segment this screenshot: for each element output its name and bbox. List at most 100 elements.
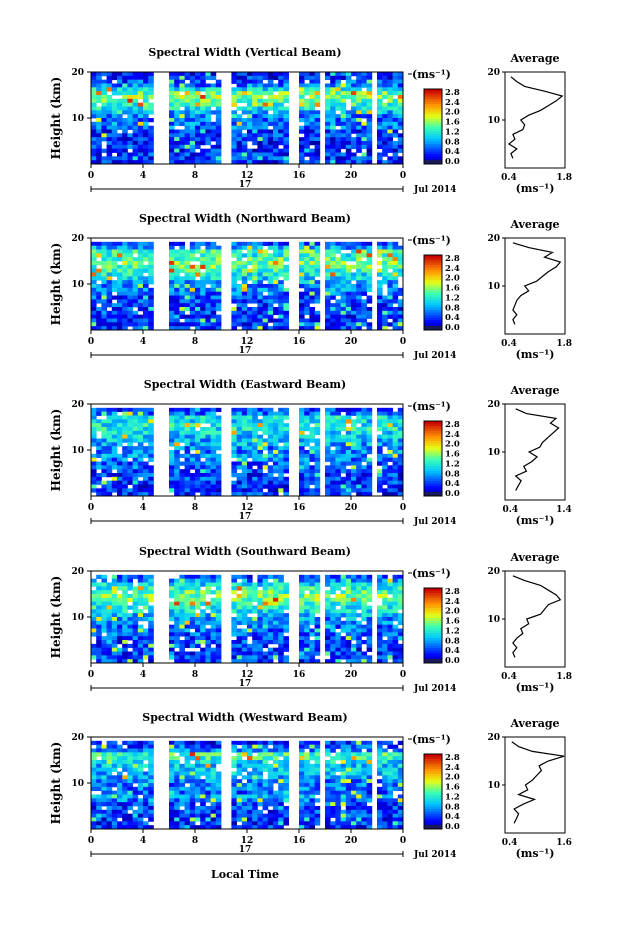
heatmap-cell — [351, 469, 357, 474]
heatmap-cell — [361, 423, 367, 428]
chart-panel-1: Spectral Width (Vertical Beam)1020Height… — [49, 46, 572, 195]
heatmap-cell — [132, 438, 139, 443]
heatmap-cell — [387, 133, 393, 138]
heatmap-cell — [241, 160, 248, 165]
heatmap-cell — [382, 597, 388, 603]
heatmap-cell — [314, 450, 321, 455]
heatmap-cell — [117, 469, 123, 474]
heatmap-cell — [205, 586, 211, 591]
heatmap-cell — [231, 590, 237, 595]
heatmap-cell — [257, 434, 263, 439]
heatmap-cell — [189, 253, 196, 258]
heatmap-cell — [252, 473, 258, 478]
heatmap-cell — [184, 102, 191, 107]
colorbar-unit: (ms⁻¹) — [412, 68, 451, 81]
heatmap-cell — [356, 268, 362, 273]
heatmap-cell — [137, 299, 144, 304]
heatmap-cell — [273, 748, 279, 753]
heatmap-cell — [340, 144, 347, 150]
heatmap-cell — [247, 326, 253, 331]
heatmap-cell — [387, 75, 393, 81]
heatmap-cell — [148, 651, 154, 656]
heatmap-cell — [117, 299, 123, 304]
heatmap-cell — [387, 586, 393, 591]
heatmap-cell — [200, 287, 206, 293]
heatmap-cell — [236, 295, 243, 300]
heatmap-cell — [122, 756, 128, 761]
heatmap-cell — [351, 419, 357, 424]
heatmap-cell — [210, 461, 217, 466]
heatmap-cell — [273, 636, 279, 641]
heatmap-cell — [241, 307, 248, 312]
heatmap-cell — [309, 160, 315, 165]
heatmap-cell — [91, 148, 97, 153]
heatmap-cell — [330, 79, 336, 84]
heatmap-cell — [330, 326, 336, 331]
heatmap-cell — [382, 72, 388, 77]
heatmap-cell — [278, 156, 284, 161]
heatmap-cell — [262, 156, 269, 161]
heatmap-cell — [273, 651, 279, 656]
heatmap-cell — [137, 434, 144, 439]
heatmap-cell — [283, 137, 289, 142]
heatmap-cell — [111, 284, 118, 289]
heatmap-cell — [262, 160, 269, 165]
heatmap-cell — [335, 480, 341, 485]
heatmap-cell — [340, 241, 347, 247]
heatmap-cell — [309, 597, 315, 603]
heatmap-cell — [335, 291, 341, 296]
heatmap-cell — [392, 605, 399, 610]
heatmap-cell — [111, 98, 118, 104]
heatmap-cell — [325, 106, 331, 111]
heatmap-cell — [137, 442, 144, 447]
heatmap-cell — [111, 430, 118, 436]
heatmap-cell — [200, 465, 206, 470]
colorbar-swatch — [424, 436, 442, 439]
profile-x-tick-label: 1.8 — [556, 672, 572, 682]
heatmap-cell — [345, 141, 352, 146]
heatmap-cell — [392, 582, 399, 587]
heatmap-cell — [278, 83, 284, 88]
heatmap-cell — [143, 257, 149, 262]
heatmap-cell — [205, 280, 211, 285]
heatmap-cell — [309, 268, 315, 273]
heatmap-cell — [340, 326, 347, 331]
heatmap-cell — [148, 144, 154, 150]
heatmap-cell — [189, 307, 196, 312]
heatmap-cell — [184, 601, 191, 606]
heatmap-cell — [325, 261, 331, 266]
heatmap-cell — [169, 102, 175, 107]
heatmap-cell — [91, 415, 97, 420]
heatmap-cell — [345, 605, 352, 610]
heatmap-cell — [387, 106, 393, 111]
heatmap-cell — [397, 411, 404, 416]
heatmap-cell — [189, 303, 196, 308]
heatmap-cell — [273, 75, 279, 81]
heatmap-cell — [252, 586, 258, 591]
heatmap-cell — [351, 160, 357, 165]
colorbar-swatch — [424, 114, 442, 117]
heatmap-cell — [283, 91, 289, 96]
heatmap-cell — [169, 586, 175, 591]
heatmap-cell — [236, 299, 243, 304]
heatmap-cell — [169, 322, 175, 327]
heatmap-cell — [267, 291, 274, 296]
heatmap-cell — [252, 469, 258, 474]
heatmap-cell — [340, 98, 347, 104]
heatmap-cell — [361, 249, 367, 254]
heatmap-cell — [267, 476, 274, 482]
date-label: Jul 2014 — [413, 351, 456, 361]
heatmap-cell — [325, 121, 331, 127]
heatmap-cell — [361, 72, 367, 77]
heatmap-cell — [377, 744, 383, 749]
heatmap-cell — [236, 620, 243, 626]
heatmap-cell — [267, 118, 274, 123]
heatmap-cell — [267, 442, 274, 447]
heatmap-cell — [351, 605, 357, 610]
heatmap-cell — [231, 291, 237, 296]
colorbar-swatch — [424, 471, 442, 474]
heatmap-cell — [299, 407, 305, 413]
heatmap-cell — [137, 601, 144, 606]
heatmap-cell — [382, 740, 388, 746]
colorbar-swatch — [424, 146, 442, 150]
